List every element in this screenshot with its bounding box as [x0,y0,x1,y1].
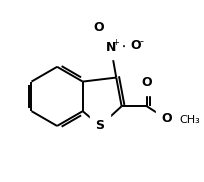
Text: N: N [105,41,115,54]
Text: +: + [112,38,119,47]
Text: -: - [138,36,142,46]
Text: O: O [160,112,171,125]
Text: CH₃: CH₃ [179,115,200,125]
Text: O: O [141,76,151,89]
Text: O: O [93,21,103,34]
Text: O: O [130,39,141,52]
Text: S: S [95,119,104,132]
